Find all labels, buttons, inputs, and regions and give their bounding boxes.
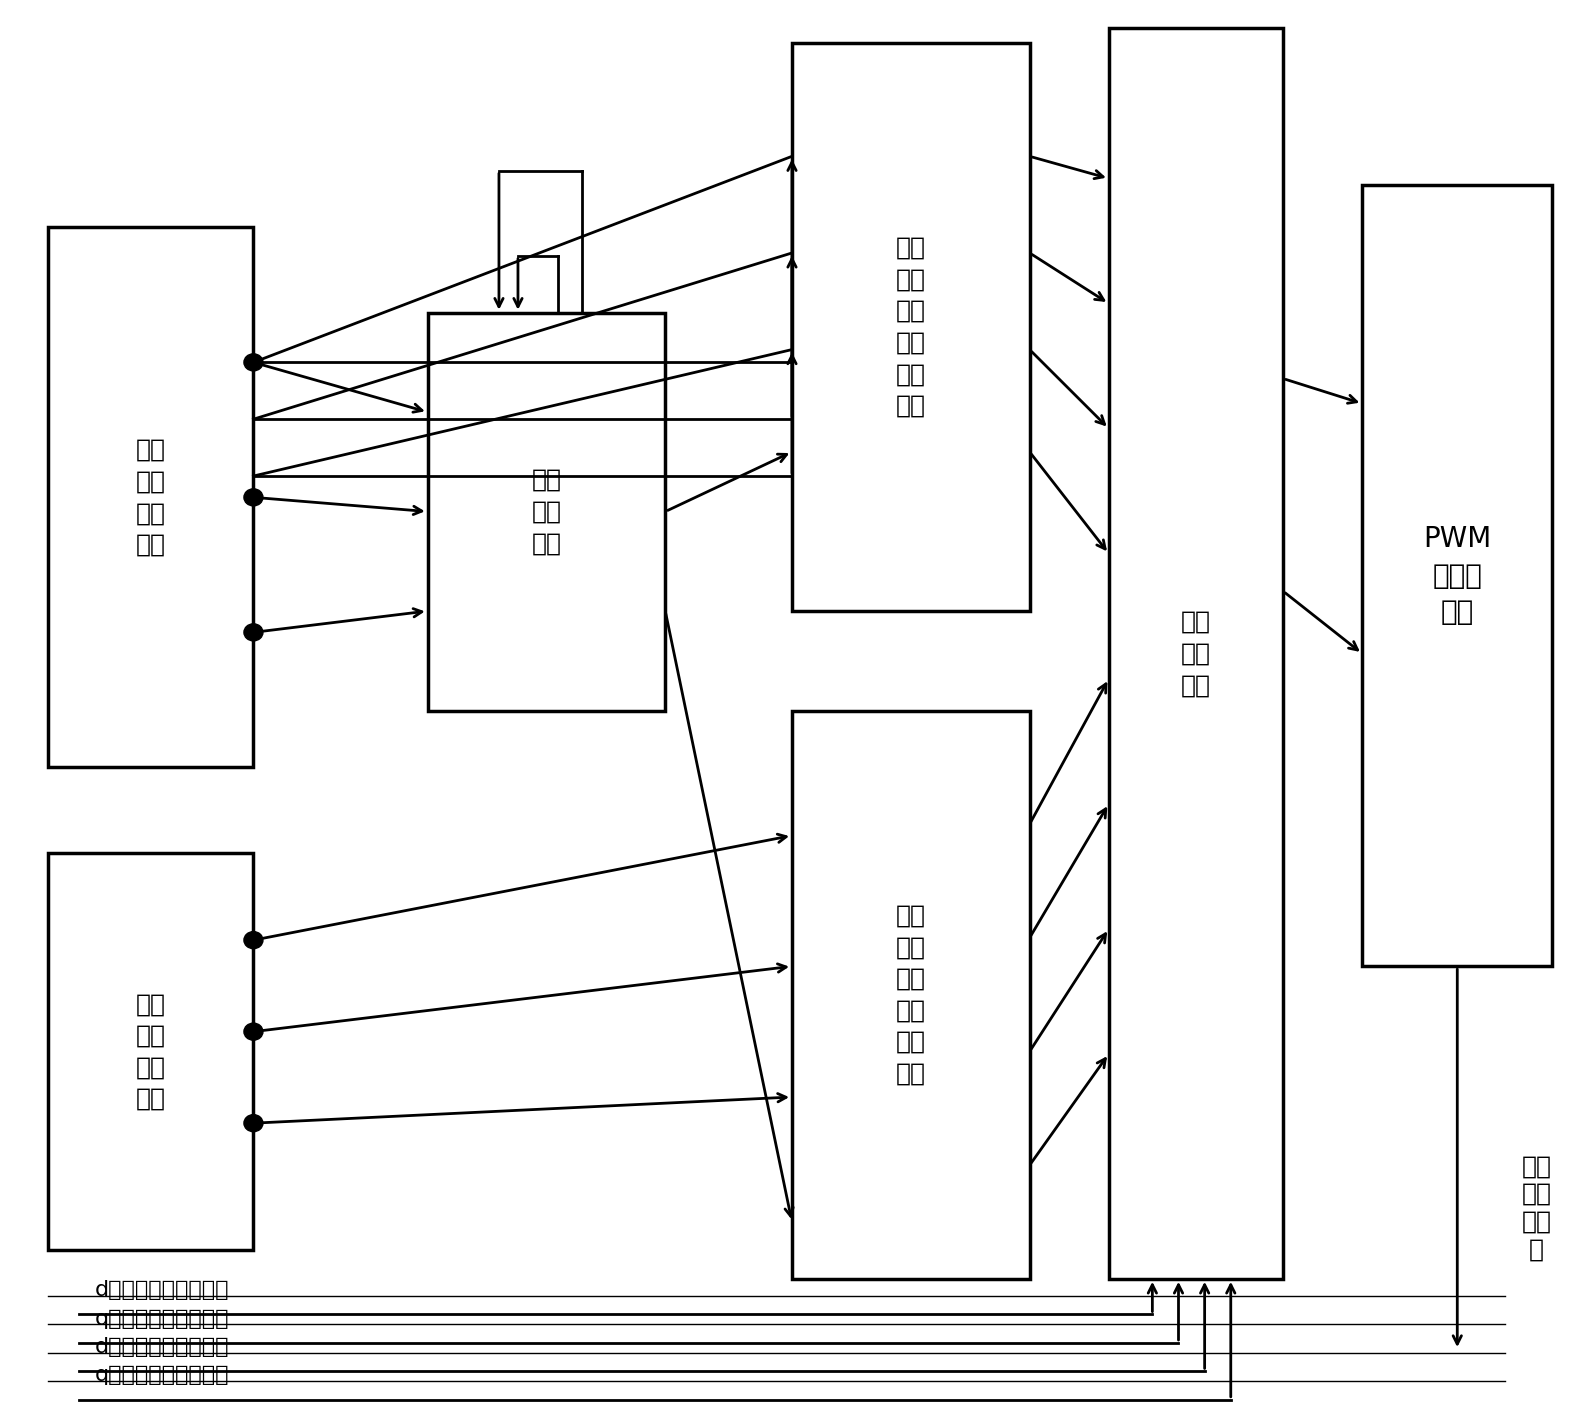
Text: 电流
控制
单元: 电流 控制 单元 [1182,610,1210,698]
FancyBboxPatch shape [48,853,253,1250]
Circle shape [244,1023,263,1040]
Text: q轴电流正序分量给定: q轴电流正序分量给定 [95,1309,230,1329]
Text: 三相
电流
检测
单元: 三相 电流 检测 单元 [136,992,165,1111]
Text: 电流
正序
负序
分量
提取
单元: 电流 正序 负序 分量 提取 单元 [897,904,925,1086]
Text: 三相
电压
检测
单元: 三相 电压 检测 单元 [136,438,165,557]
Text: d轴电流正序分量给定: d轴电流正序分量给定 [95,1280,230,1300]
FancyBboxPatch shape [428,313,665,710]
Text: 同步
锁相
单元: 同步 锁相 单元 [532,468,561,556]
Circle shape [244,489,263,506]
FancyBboxPatch shape [48,227,253,767]
Circle shape [244,1114,263,1131]
FancyBboxPatch shape [792,710,1030,1279]
Text: q轴电流负序分量给定: q轴电流负序分量给定 [95,1366,230,1385]
FancyBboxPatch shape [1362,185,1552,966]
FancyBboxPatch shape [792,43,1030,611]
Circle shape [244,624,263,641]
Circle shape [244,932,263,949]
Text: d轴电流负序分量给定: d轴电流负序分量给定 [95,1337,230,1357]
Text: 双极
性三
角载
波: 双极 性三 角载 波 [1522,1154,1551,1262]
FancyBboxPatch shape [1109,28,1283,1279]
Circle shape [244,354,263,371]
Text: 电压
正序
负序
分量
提取
单元: 电压 正序 负序 分量 提取 单元 [897,236,925,418]
Text: PWM
波发生
单元: PWM 波发生 单元 [1422,524,1492,627]
